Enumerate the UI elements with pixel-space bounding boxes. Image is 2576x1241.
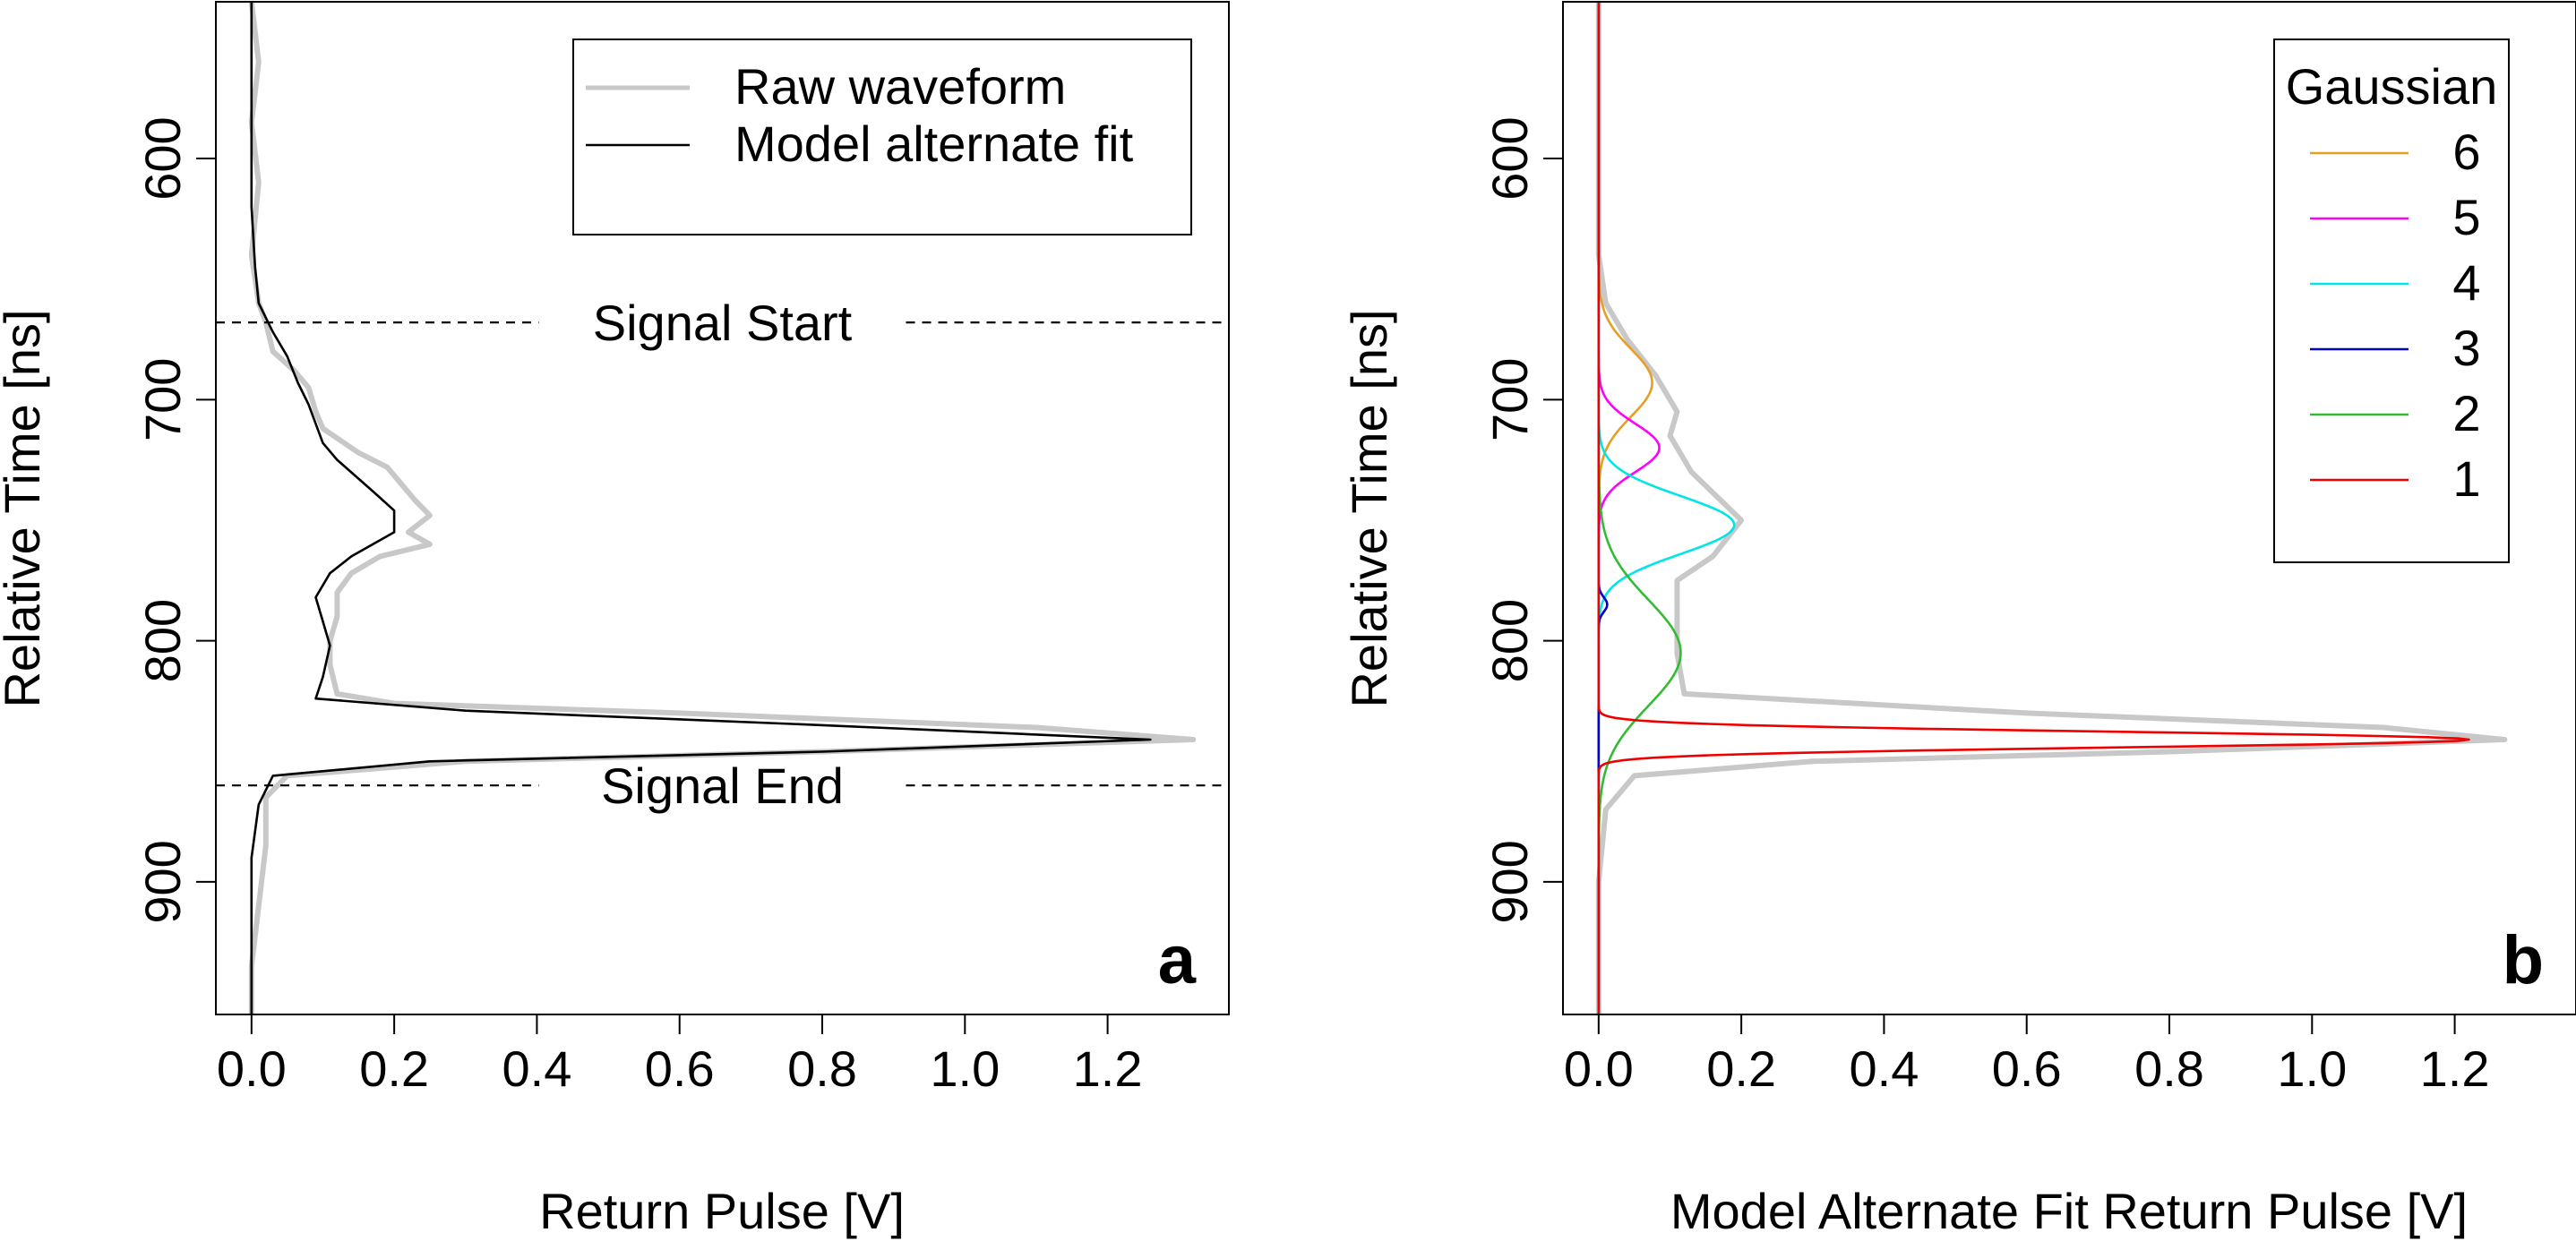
series-gaussian-4 [1597,2,1736,1014]
x-tick-label: 1.2 [1073,1040,1143,1097]
series-gaussian-5 [1597,2,1661,1014]
x-tick-label: 0.2 [359,1040,429,1097]
x-tick-label: 1.0 [2277,1040,2347,1097]
legend-label: 4 [2452,254,2480,311]
x-tick-label: 0.8 [787,1040,857,1097]
annotation-label: Signal Start [593,295,853,351]
legend-box [572,39,1192,235]
panel-b-label: b [2503,922,2544,998]
panel-b-frame [1562,1,2576,1015]
panel-a-annotations: Signal Start Signal End [216,295,1229,814]
panel-b-legend: Gaussian 6 5 4 3 2 1 [2273,39,2510,563]
y-tick-label: 800 [134,599,191,682]
y-tick-label: 600 [1481,116,1538,200]
panel-a-curves [248,2,1197,1014]
panel-b: 0.0 0.2 0.4 0.6 0.8 1.0 1.2 600 700 800 900 Gaussi… [1341,1,2576,1239]
series-gaussian-6 [1597,2,1653,1014]
y-tick-label: 900 [134,840,191,923]
y-tick-label: 600 [134,116,191,200]
panel-b-ticks: 0.0 0.2 0.4 0.6 0.8 1.0 1.2 600 700 800 900 [1481,116,2490,1097]
panel-a-x-axis-label: Return Pulse [V] [539,1183,905,1239]
legend-label: Raw waveform [734,58,1066,115]
y-tick-label: 900 [1481,840,1538,923]
y-tick-label: 800 [1481,599,1538,682]
panel-a-ticks: 0.0 0.2 0.4 0.6 0.8 1.0 1.2 600 700 800 900 [134,116,1143,1097]
panel-a-label: a [1158,922,1197,998]
series-gaussian-1 [1597,2,2470,1014]
x-tick-label: 0.8 [2134,1040,2204,1097]
x-tick-label: 0.4 [1849,1040,1919,1097]
panel-b-y-axis-label: Relative Time [ns] [1341,309,1397,707]
x-tick-label: 1.2 [2420,1040,2490,1097]
series-gaussian-2 [1597,2,1682,1014]
panel-b-curves [1595,2,2508,1014]
legend-title: Gaussian [2286,58,2498,115]
x-tick-label: 0.6 [1992,1040,2062,1097]
legend-label: 6 [2452,124,2480,180]
series-raw-waveform [1595,2,2508,1014]
legend-label: 2 [2452,385,2480,441]
legend-label: 1 [2452,450,2480,507]
legend-label: Model alternate fit [734,116,1134,172]
panel-a: Signal Start Signal End 0.0 0.2 0.4 0.6 0.8 1.… [0,1,1230,1239]
legend-box [2273,39,2510,563]
x-tick-label: 0.0 [217,1040,287,1097]
series-model-alternate-fit [250,2,1152,1014]
y-tick-label: 700 [134,358,191,441]
x-tick-label: 0.4 [502,1040,571,1097]
x-tick-label: 0.2 [1706,1040,1776,1097]
legend-label: 3 [2452,320,2480,376]
panel-b-x-axis-label: Model Alternate Fit Return Pulse [V] [1670,1183,2468,1239]
x-tick-label: 0.6 [645,1040,715,1097]
y-tick-label: 700 [1481,358,1538,441]
annotation-label: Signal End [601,757,844,814]
x-tick-label: 0.0 [1564,1040,1634,1097]
panel-a-y-axis-label: Relative Time [ns] [0,309,50,707]
panel-a-frame [215,1,1230,1015]
legend-label: 5 [2452,189,2480,245]
x-tick-label: 1.0 [930,1040,1000,1097]
